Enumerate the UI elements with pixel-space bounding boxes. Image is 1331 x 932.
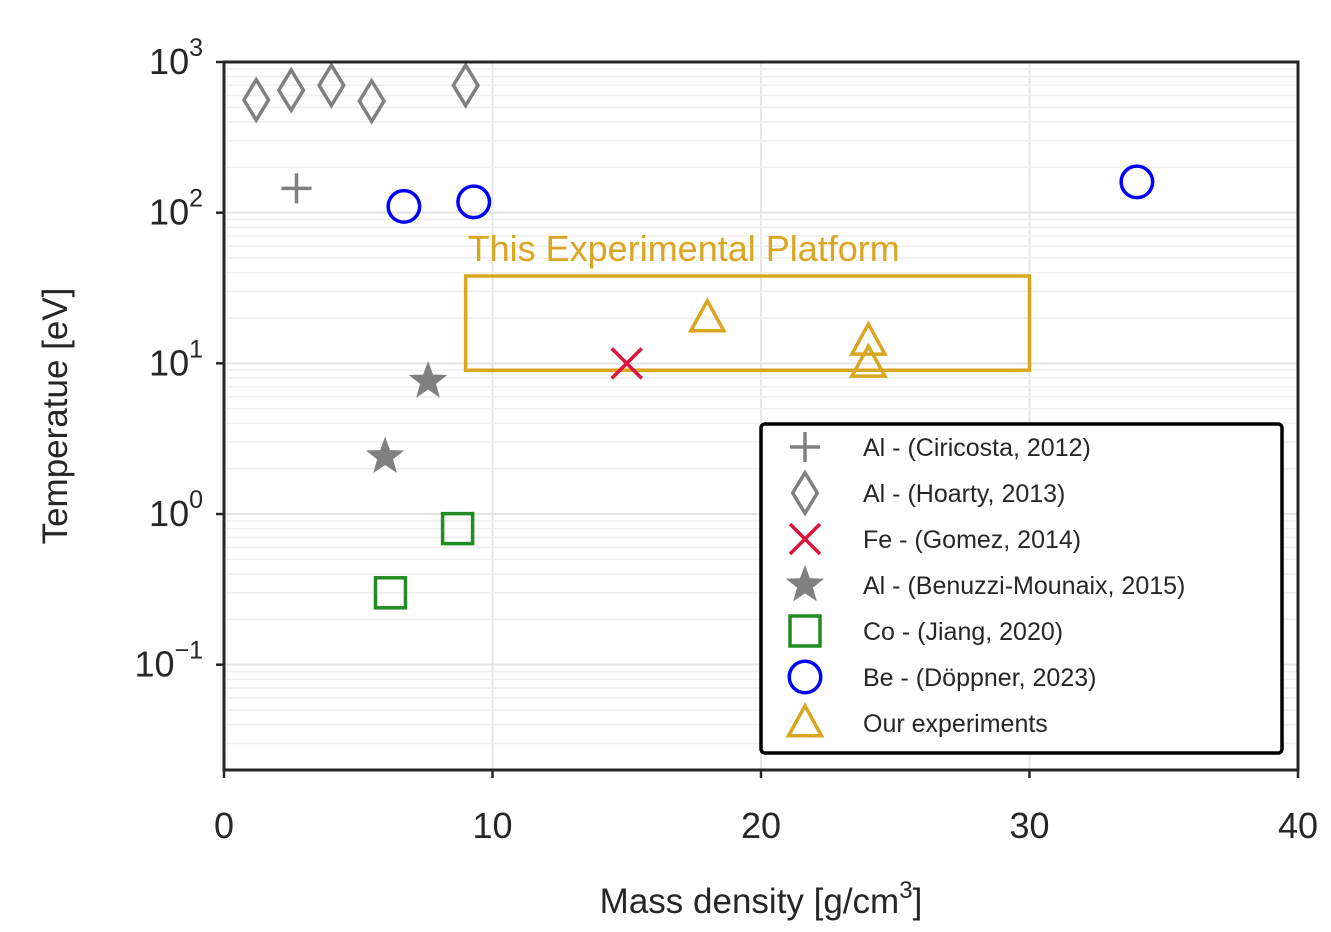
- legend-label: Al - (Ciricosta, 2012): [863, 434, 1091, 462]
- marker-star: [408, 361, 448, 398]
- data-marks: [241, 61, 1155, 610]
- marker-thin-diamond: [317, 61, 346, 109]
- legend-frame: [759, 422, 1284, 755]
- y-tick-label: 100: [149, 486, 203, 534]
- marker-star: [785, 564, 825, 602]
- series: [241, 61, 480, 125]
- legend-label: Our experiments: [863, 710, 1048, 738]
- series: [687, 297, 888, 378]
- y-axis-label: Temperatue [eV]: [36, 288, 75, 545]
- legend-label: Al - (Hoarty, 2013): [863, 480, 1065, 508]
- marker-thin-diamond: [276, 66, 306, 114]
- legend-entry: Fe - (Gomez, 2014): [788, 522, 1081, 556]
- x-tick-label: 10: [472, 805, 512, 846]
- marker-square: [373, 576, 408, 610]
- legend-entry: Co - (Jiang, 2020): [788, 614, 1063, 648]
- marker-triangle: [785, 702, 825, 738]
- y-tick-label: 103: [149, 34, 203, 82]
- marker-plus: [281, 173, 312, 204]
- marker-thin-diamond: [790, 469, 820, 517]
- platform-box: [463, 274, 1032, 372]
- marker-x: [788, 522, 822, 556]
- annotation-text: This Experimental Platform: [468, 228, 900, 269]
- x-tick-label: 0: [214, 805, 234, 846]
- series: [610, 347, 643, 380]
- legend-label: Fe - (Gomez, 2014): [863, 526, 1081, 554]
- marker-triangle: [848, 342, 888, 378]
- legend-entry: Our experiments: [785, 702, 1048, 738]
- y-tick-label: 101: [149, 335, 203, 383]
- marker-star: [365, 436, 405, 474]
- legend-label: Al - (Benuzzi-Mounaix, 2015): [863, 572, 1185, 600]
- legend-entry: Al - (Hoarty, 2013): [790, 469, 1065, 517]
- legend-label: Be - (Döppner, 2023): [863, 664, 1096, 692]
- series: [373, 511, 475, 610]
- marker-plus: [790, 432, 820, 462]
- series: [365, 361, 448, 474]
- marker-x: [610, 347, 643, 380]
- legend-entry: Be - (Döppner, 2023): [787, 659, 1096, 695]
- y-tick-label: 102: [149, 185, 203, 233]
- x-axis-label: Mass density [g/cm3]: [600, 877, 923, 921]
- marker-circle: [386, 188, 422, 224]
- marker-square: [440, 511, 475, 546]
- ticks: 0 10 20 30 40 103 102 101 100 10−1: [134, 34, 1318, 846]
- marker-thin-diamond: [451, 61, 480, 109]
- marker-triangle: [687, 297, 727, 333]
- series: [386, 164, 1155, 224]
- y-tick-label: 10−1: [134, 637, 203, 685]
- marker-circle: [456, 184, 492, 220]
- marker-square: [788, 614, 822, 648]
- marker-circle: [787, 659, 823, 695]
- series: [281, 173, 312, 204]
- marker-triangle: [848, 320, 888, 356]
- marker-circle: [1119, 164, 1155, 200]
- legend-label: Co - (Jiang, 2020): [863, 618, 1063, 646]
- x-tick-label: 40: [1278, 805, 1318, 846]
- legend-entry: Al - (Benuzzi-Mounaix, 2015): [785, 564, 1185, 602]
- x-tick-label: 30: [1009, 805, 1049, 846]
- legend: Al - (Ciricosta, 2012) Al - (Hoarty, 2013…: [759, 422, 1284, 755]
- marker-thin-diamond: [357, 77, 387, 125]
- x-tick-label: 20: [741, 805, 781, 846]
- marker-thin-diamond: [241, 76, 271, 124]
- annotation-box: [463, 274, 1032, 372]
- legend-entry: Al - (Ciricosta, 2012): [790, 432, 1091, 462]
